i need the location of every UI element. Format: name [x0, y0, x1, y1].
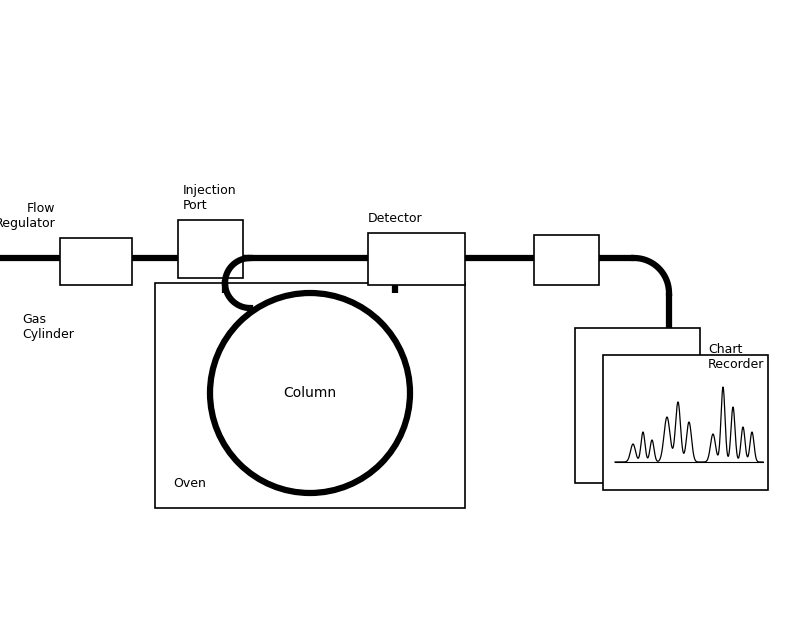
Text: Oven: Oven [173, 477, 206, 490]
Text: Injection
Port: Injection Port [183, 184, 237, 212]
Text: Detector: Detector [368, 212, 423, 225]
Bar [603, 355, 768, 490]
Bar [368, 233, 465, 285]
Text: Column: Column [284, 386, 337, 400]
Bar [60, 238, 132, 285]
Text: Chart
Recorder: Chart Recorder [708, 343, 765, 371]
Bar [178, 220, 243, 278]
Bar [534, 235, 599, 285]
Bar [155, 283, 465, 508]
Bar [575, 328, 700, 483]
Text: Flow
Regulator: Flow Regulator [0, 202, 55, 230]
Text: Gas
Cylinder: Gas Cylinder [22, 313, 74, 341]
